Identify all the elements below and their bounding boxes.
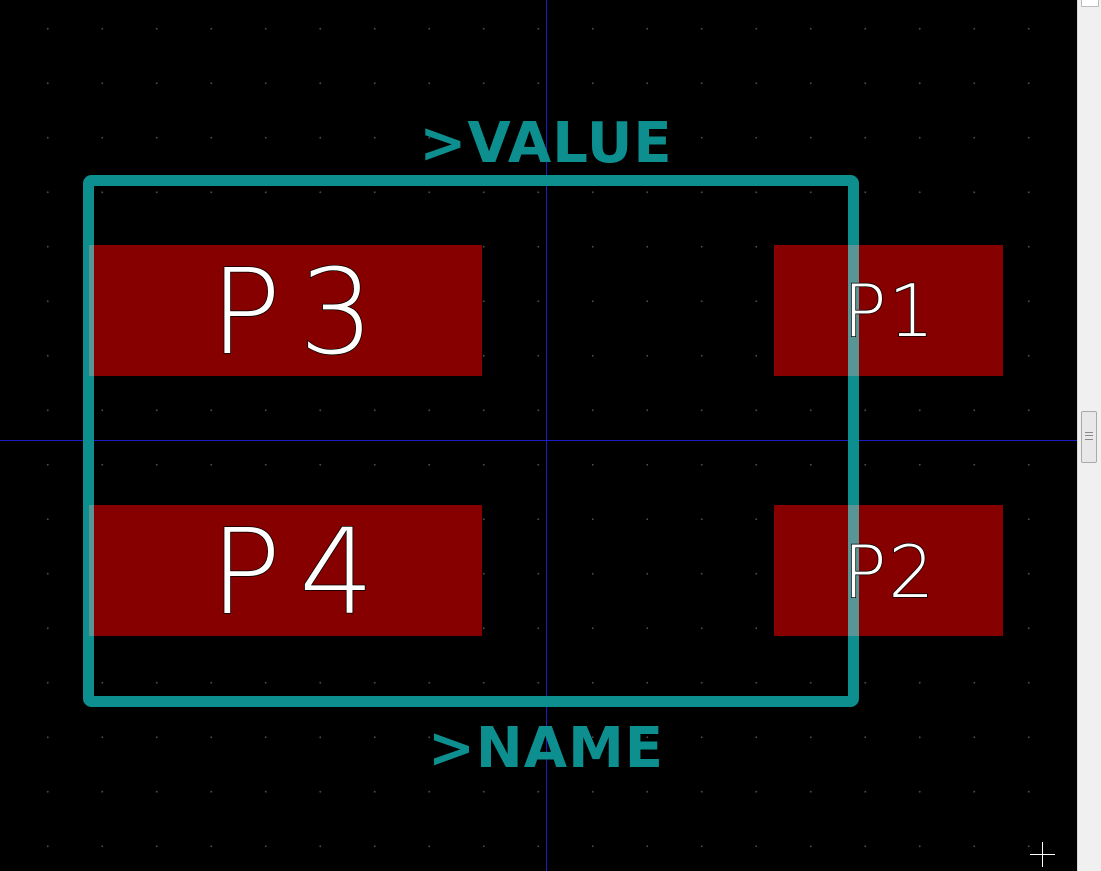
scrollbar-thumb[interactable]	[1081, 411, 1097, 463]
vertical-scrollbar[interactable]	[1077, 0, 1101, 871]
courtyard-outline[interactable]	[83, 175, 859, 707]
pad-name-p4: P4	[210, 503, 392, 641]
pad-outline-overlap	[848, 505, 859, 636]
pad-outline-overlap	[848, 245, 859, 376]
pad-p1[interactable]	[774, 245, 1003, 376]
footprint-drawing: >VALUE >NAME P3 P4 P1 P2	[0, 0, 1077, 871]
pad-p2[interactable]	[774, 505, 1003, 636]
value-label[interactable]: >VALUE	[419, 111, 672, 176]
pad-name-p1: P1	[843, 269, 936, 353]
pad-p3[interactable]	[89, 245, 482, 376]
crosshair-cursor-icon	[1030, 842, 1055, 867]
scrollbar-top-button[interactable]	[1081, 0, 1099, 7]
pad-outline-overlap	[89, 505, 94, 636]
grip-lines-icon	[1085, 432, 1093, 440]
pad-outline-overlap	[89, 245, 94, 376]
pad-name-p2: P2	[843, 530, 936, 614]
pad-name-p3: P3	[210, 243, 392, 381]
pad-p4[interactable]	[89, 505, 482, 636]
drawing-canvas[interactable]: >VALUE >NAME P3 P4 P1 P2	[0, 0, 1077, 871]
name-label[interactable]: >NAME	[428, 716, 664, 781]
